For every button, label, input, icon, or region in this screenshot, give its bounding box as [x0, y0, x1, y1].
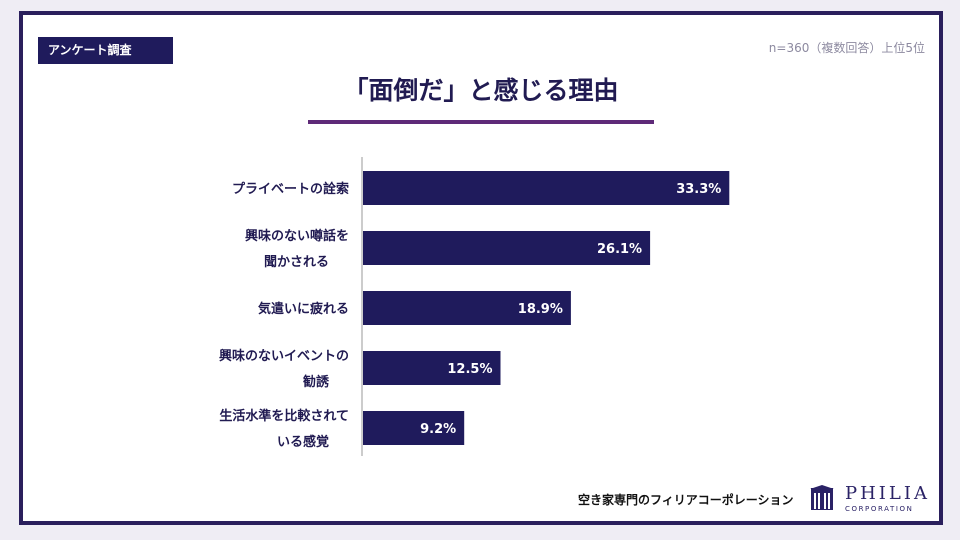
logo-wordmark: PHILIA: [845, 483, 930, 504]
title-underline: [308, 120, 654, 124]
survey-tag: アンケート調査: [38, 37, 173, 64]
bar-3: [363, 291, 571, 325]
bar-value-label-5: 9.2%: [420, 422, 456, 437]
category-label-4: 興味のないイベントの勧誘: [219, 348, 349, 390]
chart-title: 「面倒だ」と感じる理由: [343, 76, 619, 105]
bar-2: [363, 231, 651, 265]
bar-chart: 33.3% プライベートの詮索 26.1% 興味のない噂話を聞かされる 18.9% 気遣い…: [219, 157, 730, 456]
category-label-2: 興味のない噂話を聞かされる: [245, 228, 349, 270]
sample-note: n=360（複数回答）上位5位: [768, 41, 925, 55]
bar-value-label-1: 33.3%: [676, 182, 721, 197]
building-icon: [810, 485, 834, 510]
bar-4: [363, 351, 501, 385]
bar-value-label-4: 12.5%: [447, 362, 492, 377]
bar-value-label-3: 18.9%: [518, 302, 563, 317]
bar-1: [363, 171, 730, 205]
category-label-5: 生活水準を比較されている感覚: [219, 408, 349, 450]
category-label-1: プライベートの詮索: [232, 181, 349, 197]
bar-value-label-2: 26.1%: [597, 242, 642, 257]
footer-company-name: 空き家専門のフィリアコーポレーション: [578, 493, 794, 507]
bar-5: [363, 411, 465, 445]
category-label-3: 気遣いに疲れる: [258, 301, 349, 317]
logo-subtitle: CORPORATION: [845, 505, 914, 513]
slide-frame: アンケート調査 n=360（複数回答）上位5位 「面倒だ」と感じる理由 33.3…: [19, 11, 943, 525]
